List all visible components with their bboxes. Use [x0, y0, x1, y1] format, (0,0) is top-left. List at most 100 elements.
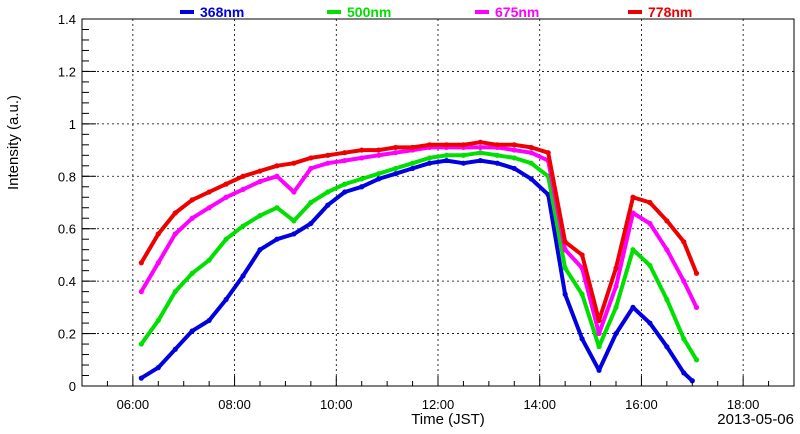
data-point [325, 202, 331, 208]
date-label: 2013-05-06 [717, 411, 794, 428]
data-point [693, 270, 700, 276]
data-point [562, 291, 568, 297]
y-tick-label: 0.2 [58, 327, 76, 342]
y-tick-label: 0 [69, 379, 76, 394]
data-point [613, 330, 619, 337]
data-point [240, 223, 246, 229]
x-tick-label: 12:00 [422, 397, 455, 412]
data-point [325, 160, 331, 166]
data-point [359, 184, 365, 190]
data-point [426, 155, 433, 161]
data-point [426, 142, 433, 148]
data-point [693, 357, 700, 363]
data-point [206, 317, 212, 324]
data-point [274, 163, 280, 169]
data-point [257, 178, 263, 185]
data-point [511, 165, 517, 172]
data-point [562, 247, 568, 253]
data-point [291, 160, 297, 166]
data-point [596, 367, 602, 373]
data-point [545, 150, 551, 156]
legend: 368nm 500nm 675nm 778nm [180, 4, 692, 20]
data-point [308, 165, 314, 172]
data-point [291, 189, 297, 195]
data-point [138, 341, 144, 347]
data-point [172, 231, 178, 237]
data-point [443, 157, 450, 164]
data-point [630, 304, 636, 310]
series-675nm [138, 144, 700, 337]
x-tick-label: 18:00 [727, 397, 760, 412]
data-point [630, 194, 636, 200]
data-point [376, 152, 382, 158]
series-line [139, 150, 699, 361]
data-point [477, 150, 483, 156]
data-point [477, 139, 483, 145]
data-point [528, 176, 534, 182]
data-point [359, 176, 365, 182]
data-point [613, 283, 619, 289]
data-point [206, 189, 212, 195]
data-point [393, 165, 399, 172]
data-point [308, 220, 314, 227]
data-point [681, 370, 687, 376]
data-point [291, 231, 297, 237]
data-point [693, 304, 700, 310]
data-point [443, 142, 450, 148]
data-point [155, 317, 161, 324]
data-point [647, 220, 653, 227]
data-point [579, 336, 585, 342]
y-tick-label: 0.6 [58, 222, 76, 237]
data-point [342, 189, 348, 195]
data-point [681, 336, 687, 342]
data-point [172, 346, 178, 352]
data-point [206, 205, 212, 211]
data-point [308, 155, 314, 161]
data-point [223, 194, 229, 200]
data-point [155, 231, 161, 237]
data-point [613, 304, 619, 310]
data-point [325, 152, 331, 158]
data-point [409, 144, 416, 151]
data-point [528, 160, 534, 166]
data-point [477, 144, 483, 151]
data-point [613, 265, 619, 271]
data-point [189, 270, 195, 276]
data-point [681, 278, 687, 284]
data-point [291, 218, 297, 224]
data-point [460, 142, 467, 148]
data-point [681, 239, 687, 245]
data-point [257, 168, 263, 174]
data-point [647, 320, 653, 326]
data-point [138, 260, 144, 266]
y-tick-label: 0.4 [58, 274, 76, 289]
data-point [409, 160, 416, 166]
data-point [342, 157, 348, 164]
series-368nm [138, 157, 695, 384]
y-tick-label: 0.8 [58, 169, 76, 184]
data-point [240, 173, 246, 179]
data-point [376, 171, 382, 177]
data-point [664, 218, 670, 224]
data-point [579, 252, 585, 258]
data-point [477, 157, 483, 164]
data-point [664, 247, 670, 253]
legend-label: 778nm [648, 4, 692, 20]
legend-label: 675nm [495, 4, 539, 20]
data-point [596, 317, 602, 324]
data-point [511, 142, 517, 148]
x-tick-label: 06:00 [117, 397, 150, 412]
data-point [689, 378, 695, 384]
data-point [393, 150, 399, 156]
data-point [596, 344, 602, 350]
data-point [409, 165, 416, 172]
data-point [274, 236, 280, 242]
y-axis-title: Intensity (a.u.) [5, 95, 22, 190]
data-point [494, 160, 500, 166]
data-point [511, 155, 517, 161]
data-point [647, 199, 653, 206]
data-point [223, 181, 229, 187]
data-point [274, 173, 280, 179]
data-point [630, 210, 636, 216]
